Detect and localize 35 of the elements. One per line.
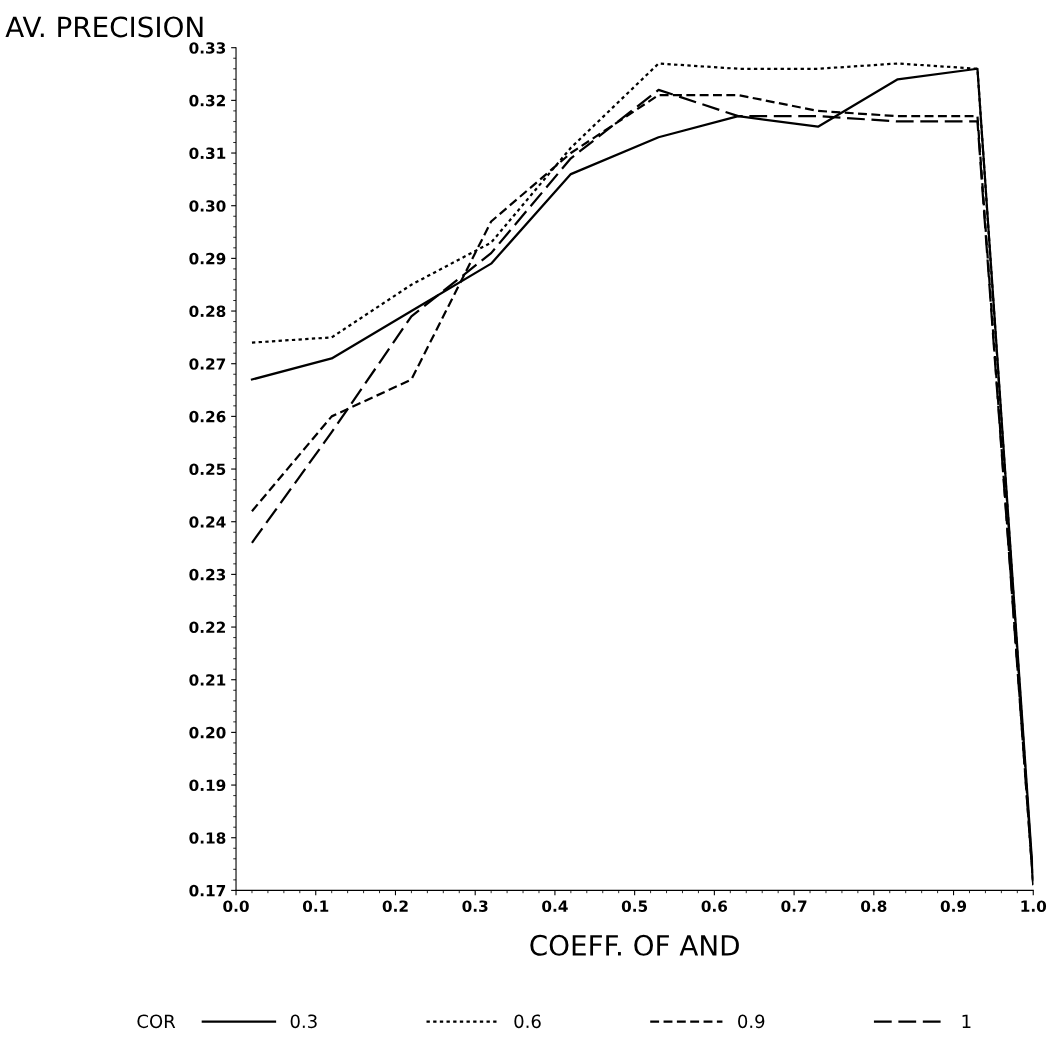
y-tick-label: 0.19 <box>189 779 226 792</box>
y-tick-label: 0.27 <box>189 358 226 370</box>
x-tick-label: 0.5 <box>621 900 648 912</box>
y-tick-label: 0.23 <box>189 568 226 581</box>
y-tick-label: 0.29 <box>189 252 226 265</box>
y-tick-label: 0.33 <box>189 42 226 54</box>
x-axis-title: COEFF. OF AND <box>530 934 739 956</box>
y-tick-label: 0.26 <box>189 410 226 423</box>
x-tick-label: 0.7 <box>781 900 807 912</box>
x-tick-label: 0.9 <box>940 900 967 912</box>
legend-label: 0.6 <box>514 1014 541 1029</box>
x-tick-label: 0.6 <box>701 900 728 912</box>
x-tick-label: 0.8 <box>861 900 887 912</box>
y-axis-title: AV. PRECISION <box>5 16 203 38</box>
y-tick-label: 0.17 <box>189 884 226 897</box>
y-tick-label: 0.28 <box>189 305 226 318</box>
legend-label: 0.3 <box>290 1014 317 1029</box>
y-tick-label: 0.22 <box>189 621 225 634</box>
y-tick-label: 0.21 <box>189 674 226 686</box>
y-tick-label: 0.31 <box>189 147 226 160</box>
x-tick-label: 0.0 <box>223 900 249 912</box>
y-tick-label: 0.24 <box>189 516 226 528</box>
x-tick-label: 1.0 <box>1021 900 1047 912</box>
x-tick-label: 0.4 <box>542 900 568 912</box>
x-tick-label: 0.3 <box>462 900 488 912</box>
x-tick-label: 0.1 <box>302 900 329 912</box>
legend-title: COR <box>137 1014 176 1029</box>
y-tick-label: 0.30 <box>189 200 226 212</box>
y-tick-label: 0.18 <box>189 832 226 844</box>
y-tick-label: 0.32 <box>189 94 225 107</box>
legend-label: 1 <box>962 1014 971 1028</box>
legend-label: 0.9 <box>738 1014 765 1029</box>
y-tick-label: 0.20 <box>189 726 226 739</box>
y-tick-label: 0.25 <box>189 463 226 476</box>
x-tick-label: 0.2 <box>382 900 408 912</box>
